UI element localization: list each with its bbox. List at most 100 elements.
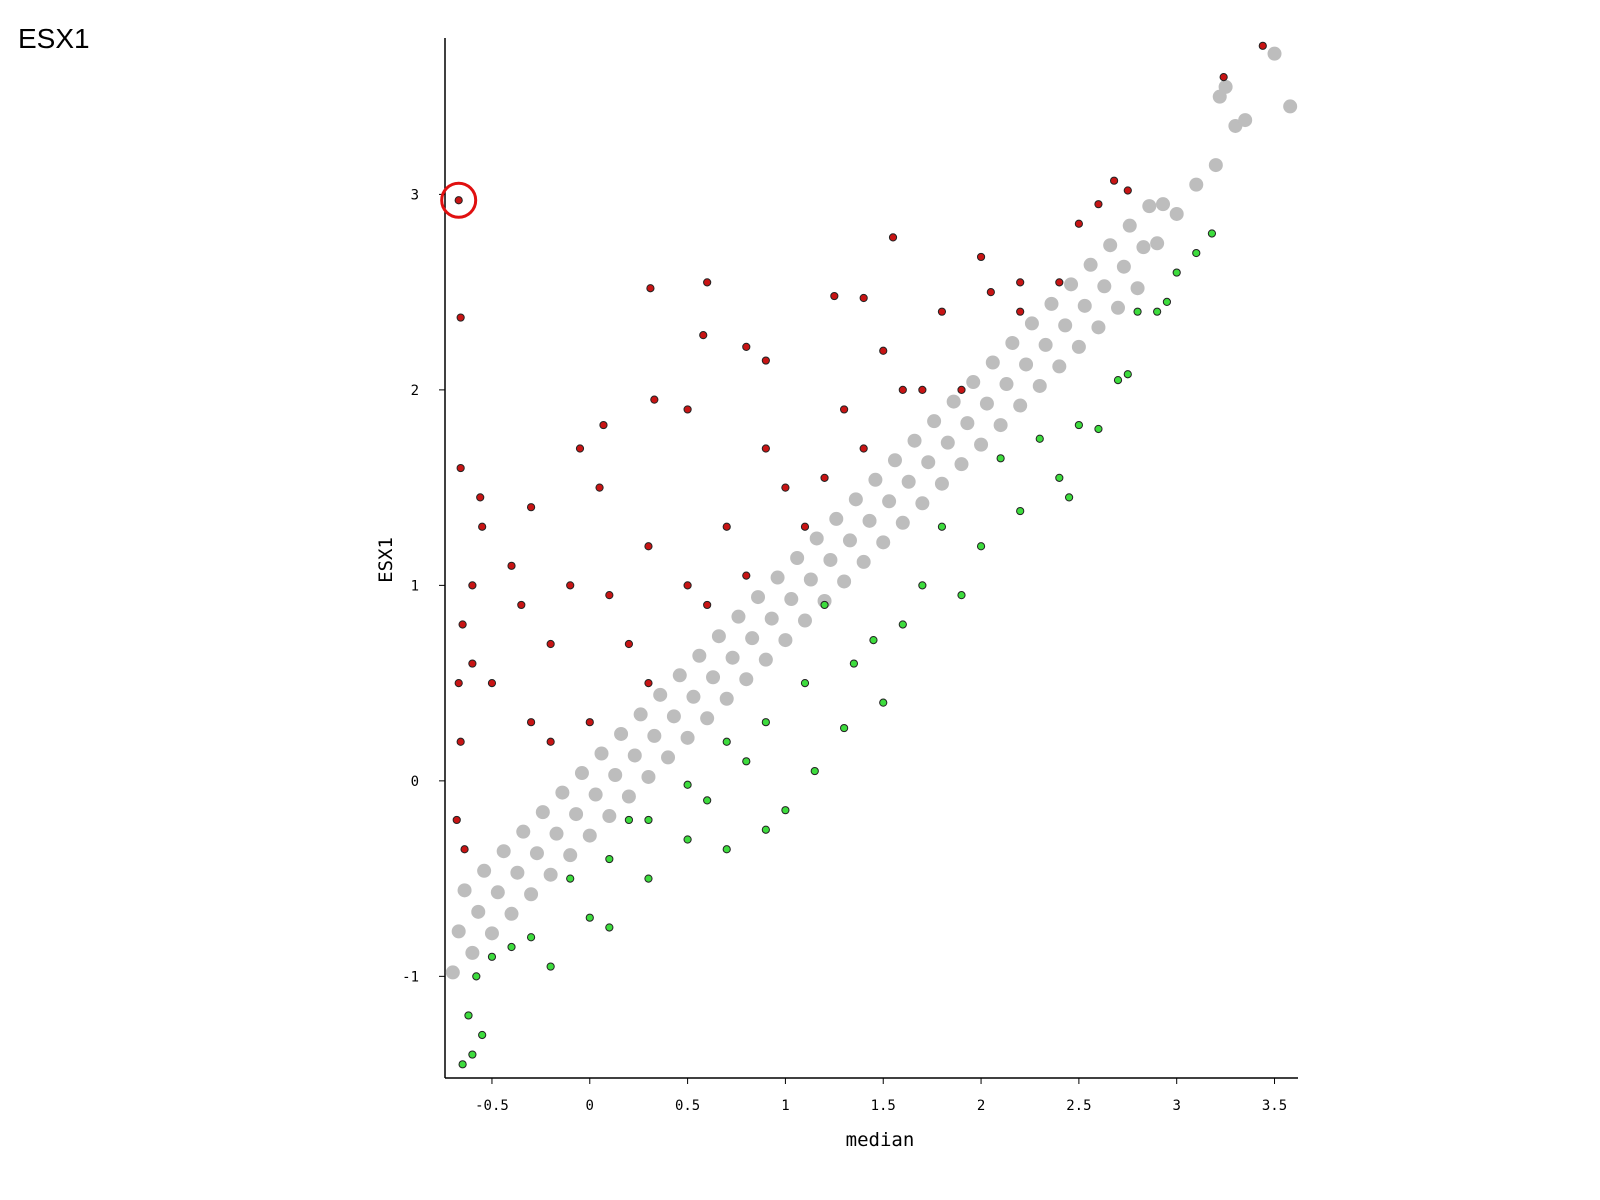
point: [761, 825, 770, 834]
point: [1169, 206, 1184, 221]
point: [960, 416, 975, 431]
point: [569, 807, 584, 822]
point: [937, 307, 947, 316]
chart-title: ESX1: [18, 23, 90, 54]
point: [823, 552, 838, 567]
y-axis-label: ESX1: [375, 537, 397, 583]
point: [1162, 297, 1172, 307]
point: [1094, 200, 1103, 209]
point: [605, 591, 614, 600]
point: [829, 511, 844, 526]
point: [761, 444, 770, 453]
point: [954, 457, 969, 472]
point: [1153, 307, 1162, 316]
point: [566, 874, 575, 883]
point: [602, 809, 617, 824]
point: [1116, 259, 1131, 274]
point: [722, 737, 731, 746]
point: [848, 492, 863, 507]
point: [445, 965, 460, 980]
point: [1091, 320, 1106, 335]
point: [1258, 41, 1267, 50]
point: [457, 883, 472, 898]
point: [614, 726, 629, 741]
point: [976, 542, 986, 551]
y-tick-label: 3: [411, 187, 419, 203]
point: [996, 454, 1005, 463]
point: [778, 633, 793, 648]
point: [1103, 238, 1118, 253]
point: [585, 718, 594, 727]
point: [993, 418, 1008, 433]
point: [1038, 337, 1053, 352]
point: [496, 844, 511, 859]
point: [549, 826, 564, 841]
point: [454, 196, 463, 205]
point: [546, 962, 555, 971]
point: [1074, 219, 1083, 228]
point: [940, 435, 955, 450]
point: [472, 972, 481, 981]
point: [731, 609, 746, 624]
point: [524, 887, 539, 902]
point: [820, 600, 829, 610]
point: [1077, 298, 1092, 313]
point: [915, 496, 930, 511]
point: [683, 835, 692, 844]
point: [516, 824, 531, 839]
point: [742, 342, 751, 351]
point: [526, 933, 536, 942]
point: [703, 278, 712, 287]
point: [868, 472, 883, 487]
point: [986, 288, 995, 297]
point: [507, 561, 516, 570]
point: [1133, 307, 1142, 316]
point: [543, 867, 558, 882]
y-tick-label: 0: [411, 774, 419, 790]
x-tick-label: 0.5: [675, 1098, 700, 1114]
point: [1219, 72, 1228, 82]
point: [803, 572, 818, 587]
point: [563, 848, 578, 863]
point: [605, 923, 614, 932]
point: [957, 385, 966, 394]
point: [478, 522, 487, 531]
point: [686, 689, 701, 704]
x-tick-label: 2.5: [1066, 1098, 1091, 1114]
point: [907, 433, 922, 448]
point: [595, 483, 604, 492]
point: [820, 473, 829, 482]
point: [647, 728, 662, 743]
point: [840, 405, 849, 414]
point: [1032, 378, 1047, 393]
point: [781, 483, 790, 492]
point: [471, 904, 486, 919]
point: [830, 291, 839, 301]
point: [1111, 300, 1126, 315]
point: [661, 750, 676, 765]
point: [683, 405, 692, 414]
highlight-ring: [440, 181, 478, 219]
point: [918, 385, 927, 394]
point: [468, 659, 477, 668]
point: [859, 293, 868, 303]
point: [985, 355, 1000, 370]
point: [546, 639, 555, 649]
point: [1156, 197, 1171, 212]
point: [621, 789, 636, 804]
point: [594, 746, 609, 761]
point: [781, 806, 790, 815]
point: [946, 394, 961, 409]
point: [859, 444, 868, 453]
point: [641, 769, 656, 784]
point: [700, 711, 715, 726]
point: [699, 331, 708, 340]
point: [582, 828, 597, 843]
point: [1238, 113, 1253, 128]
point: [1109, 176, 1119, 185]
point: [1207, 229, 1217, 238]
point: [1136, 240, 1151, 255]
point: [1150, 236, 1165, 251]
point: [644, 542, 653, 551]
point: [770, 570, 785, 585]
